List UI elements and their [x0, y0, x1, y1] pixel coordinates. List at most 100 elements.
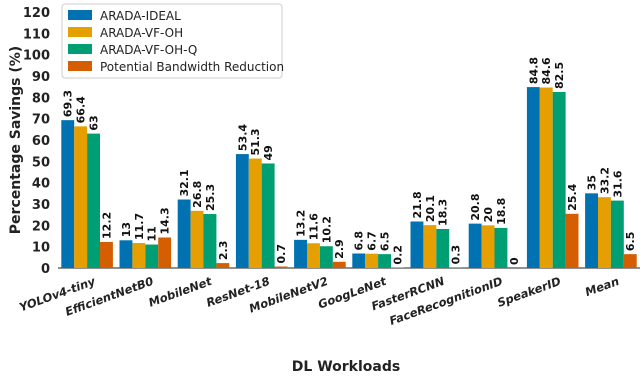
bar-value-label: 20.1	[424, 195, 437, 222]
bar-value-label: 51.3	[249, 128, 262, 155]
y-tick-label: 100	[23, 49, 50, 64]
bar	[423, 225, 437, 268]
bar-value-label: 12.2	[100, 212, 113, 239]
bar	[177, 199, 191, 268]
bar	[216, 263, 230, 268]
bar	[539, 87, 553, 269]
bar-value-label: 25.4	[566, 183, 579, 210]
bar-value-label: 20.8	[469, 193, 482, 220]
bar	[235, 154, 249, 268]
y-tick-label: 90	[32, 70, 50, 85]
value-labels: 69.3 66.4 63 12.2 13 11.7 11 14.3 32.1 26.8 25.3 2.…	[62, 57, 638, 265]
y-tick-label: 120	[23, 6, 50, 21]
bar	[623, 254, 637, 268]
bar	[61, 120, 75, 268]
x-axis-label: DL Workloads	[292, 359, 400, 375]
bar-value-label: 6.5	[379, 232, 392, 252]
bar-value-label: 11.7	[133, 213, 146, 240]
legend-swatch	[68, 61, 92, 71]
bar	[436, 228, 450, 268]
bar-value-label: 0.3	[450, 245, 463, 265]
bar-value-label: 0	[508, 257, 521, 265]
bar-value-label: 18.8	[495, 198, 508, 225]
bar-value-label: 84.6	[540, 57, 553, 84]
bar-value-label: 31.6	[611, 170, 624, 197]
bar	[74, 126, 88, 268]
bar-value-label: 35	[586, 175, 599, 190]
bar-value-label: 6.7	[366, 231, 379, 251]
bar	[365, 253, 379, 268]
y-tick-label: 110	[23, 27, 50, 42]
bar-value-label: 69.3	[62, 90, 75, 117]
bar	[468, 223, 482, 268]
bar	[481, 225, 495, 268]
bar	[585, 193, 598, 268]
bar-value-label: 53.4	[236, 124, 249, 151]
bar-value-label: 2.9	[333, 239, 346, 259]
bar-value-label: 13	[120, 222, 133, 237]
bar-value-label: 18.3	[437, 199, 450, 226]
y-tick-label: 60	[32, 134, 50, 149]
legend-swatch	[68, 10, 92, 20]
bar	[449, 267, 463, 268]
legend-label: ARADA-VF-OH	[100, 26, 183, 40]
bar-value-label: 11	[146, 226, 159, 241]
bar-value-label: 26.8	[191, 181, 204, 208]
bar	[132, 243, 146, 268]
bar-value-label: 32.1	[178, 169, 191, 196]
bar-value-label: 84.8	[527, 57, 540, 84]
bar	[87, 133, 100, 268]
legend-box	[61, 3, 283, 79]
bar	[378, 254, 391, 268]
bar	[100, 241, 113, 268]
bar-value-label: 0.7	[275, 244, 288, 264]
x-axis-ticks: YOLOv4-tinyEfficientNetB0MobileNetResNet…	[17, 274, 621, 328]
bar	[190, 210, 204, 268]
y-tick-label: 0	[41, 262, 50, 277]
bar	[158, 237, 172, 268]
bar-value-label: 10.2	[320, 216, 333, 243]
x-tick-label: MobileNet	[147, 274, 214, 310]
bar	[319, 246, 333, 268]
bar	[526, 87, 540, 269]
x-tick-label: SpeakerID	[495, 274, 563, 310]
bar-value-label: 11.6	[307, 213, 320, 240]
bar	[565, 213, 579, 268]
bar	[610, 200, 624, 268]
y-tick-label: 10	[32, 241, 50, 256]
y-tick-label: 40	[32, 177, 50, 192]
bar	[261, 163, 275, 268]
bar-value-label: 14.3	[159, 207, 172, 234]
bar	[145, 244, 159, 268]
bar	[410, 221, 424, 268]
legend-label: ARADA-VF-OH-Q	[100, 43, 197, 57]
y-tick-label: 30	[32, 198, 50, 213]
bar	[352, 253, 366, 268]
bar-value-label: 6.8	[353, 231, 366, 251]
y-tick-label: 70	[32, 113, 50, 128]
y-axis-ticks: 0 10 20 30 40 50 60 70 80 90 100 110 120	[23, 6, 50, 277]
bar	[307, 243, 320, 268]
legend: ARADA-IDEAL ARADA-VF-OH ARADA-VF-OH-Q Poten…	[61, 3, 284, 79]
legend-swatch	[68, 44, 92, 54]
legend-swatch	[68, 27, 92, 37]
bar	[494, 227, 508, 268]
bar	[598, 197, 611, 268]
bar	[332, 261, 346, 268]
y-tick-label: 20	[32, 219, 50, 234]
legend-label: Potential Bandwidth Reduction	[100, 60, 284, 74]
bar-value-label: 2.3	[217, 241, 230, 261]
bar-value-label: 82.5	[553, 62, 566, 89]
bar-value-label: 6.5	[624, 232, 637, 252]
bar	[248, 158, 262, 268]
y-tick-label: 50	[32, 155, 50, 170]
bar-value-label: 25.3	[204, 184, 217, 211]
bar-value-label: 20	[482, 207, 495, 223]
bar-value-label: 13.2	[295, 210, 308, 237]
bar-value-label: 49	[262, 145, 275, 160]
bar-value-label: 63	[88, 115, 101, 130]
y-axis-label: Percentage Savings (%)	[8, 46, 24, 234]
bars	[61, 87, 637, 269]
bar	[294, 239, 307, 268]
